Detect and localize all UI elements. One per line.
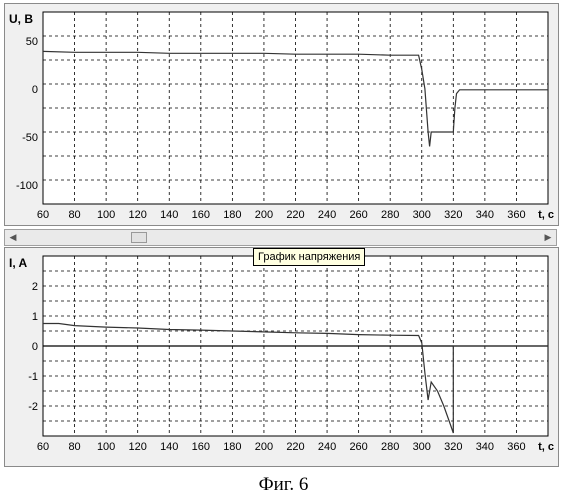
x-tick-label: 180 xyxy=(223,209,241,221)
x-tick-label: 140 xyxy=(160,209,178,221)
x-tick-label: 360 xyxy=(507,209,525,221)
x-tick-label: 200 xyxy=(255,209,273,221)
x-tick-label: 200 xyxy=(255,441,273,453)
x-tick-label: 160 xyxy=(192,209,210,221)
horizontal-scrollbar[interactable]: ◀ ▶ xyxy=(4,229,557,246)
scroll-right-arrow-icon[interactable]: ▶ xyxy=(540,230,556,245)
scrollbar-thumb[interactable] xyxy=(131,232,147,243)
x-tick-label: 100 xyxy=(97,441,115,453)
y-axis-label: U, B xyxy=(9,12,33,26)
x-tick-label: 140 xyxy=(160,441,178,453)
current-chart: 2 1 0 -1 -2 60 80 100 120 140 160 180 200 220 240 260 28… xyxy=(5,248,558,466)
y-tick-label: -1 xyxy=(28,371,38,383)
x-tick-label: 300 xyxy=(413,441,431,453)
x-tick-label: 80 xyxy=(68,209,80,221)
x-tick-label: 60 xyxy=(37,209,49,221)
y-tick-label: 2 xyxy=(32,281,38,293)
figure-caption: Фиг. 6 xyxy=(0,474,567,496)
x-tick-label: 120 xyxy=(129,441,147,453)
x-tick-label: 340 xyxy=(476,209,494,221)
y-tick-label: 1 xyxy=(32,311,38,323)
x-tick-label: 220 xyxy=(286,209,304,221)
x-tick-label: 60 xyxy=(37,441,49,453)
y-tick-label: 0 xyxy=(32,341,38,353)
x-tick-label: 260 xyxy=(349,209,367,221)
x-tick-label: 360 xyxy=(507,441,525,453)
scroll-left-arrow-icon[interactable]: ◀ xyxy=(5,230,21,245)
x-tick-label: 100 xyxy=(97,209,115,221)
x-axis-label: t, c xyxy=(538,209,554,221)
x-axis-label: t, c xyxy=(538,441,554,453)
y-tick-label: -2 xyxy=(28,401,38,413)
y-tick-label: 0 xyxy=(32,84,38,96)
x-tick-label: 160 xyxy=(192,441,210,453)
y-tick-label: -100 xyxy=(16,180,38,192)
x-tick-label: 120 xyxy=(129,209,147,221)
voltage-chart: 50 0 -50 -100 60 80 100 120 140 160 180 200 220 240 26… xyxy=(5,4,558,225)
x-tick-label: 280 xyxy=(381,209,399,221)
x-tick-label: 320 xyxy=(444,441,462,453)
y-tick-label: 50 xyxy=(26,36,38,48)
x-tick-label: 240 xyxy=(318,209,336,221)
x-tick-label: 220 xyxy=(286,441,304,453)
x-tick-label: 320 xyxy=(444,209,462,221)
y-axis-label: I, A xyxy=(9,256,28,270)
x-tick-label: 300 xyxy=(413,209,431,221)
current-chart-panel: 2 1 0 -1 -2 60 80 100 120 140 160 180 200 220 240 260 28… xyxy=(4,247,559,467)
x-tick-label: 80 xyxy=(68,441,80,453)
voltage-chart-panel: 50 0 -50 -100 60 80 100 120 140 160 180 200 220 240 26… xyxy=(4,3,559,226)
y-tick-label: -50 xyxy=(22,132,38,144)
x-tick-label: 260 xyxy=(349,441,367,453)
x-tick-label: 240 xyxy=(318,441,336,453)
x-tick-label: 280 xyxy=(381,441,399,453)
x-tick-label: 340 xyxy=(476,441,494,453)
chart-tooltip: График напряжения xyxy=(253,248,365,266)
x-tick-label: 180 xyxy=(223,441,241,453)
